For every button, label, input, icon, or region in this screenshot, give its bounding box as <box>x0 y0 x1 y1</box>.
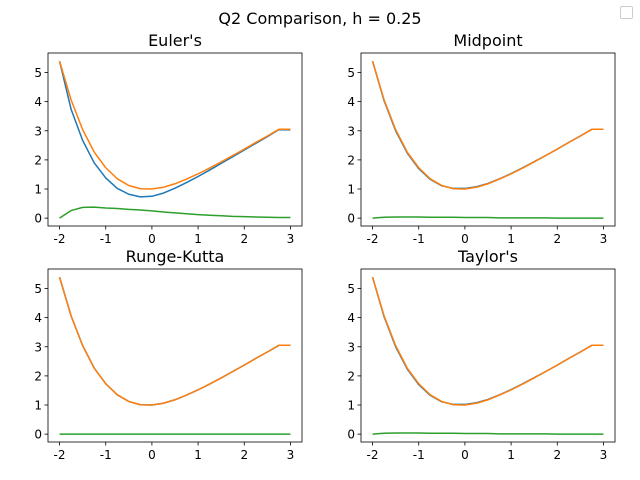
series-line-1-midpoint <box>371 60 604 190</box>
y-tick-label: 1 <box>347 183 355 197</box>
series-line-3-euler-s <box>59 206 291 219</box>
y-tick-label: 4 <box>34 95 42 109</box>
x-tick-label: 3 <box>287 232 295 246</box>
y-tick-label: 2 <box>347 369 355 383</box>
y-tick-label: 5 <box>347 66 355 80</box>
x-tick-label: 0 <box>461 448 469 462</box>
y-tick-label: 0 <box>34 212 42 226</box>
y-tick-label: 3 <box>34 340 42 354</box>
series-line-2-midpoint <box>371 60 604 190</box>
axes-frame-runge-kutta <box>47 268 303 443</box>
subplot-title-midpoint: Midpoint <box>453 31 522 50</box>
subplot-euler-s: Euler's -2 -1 0 1 2 3 0 1 2 3 4 5 <box>34 31 303 246</box>
x-tick-label: 3 <box>600 232 608 246</box>
x-tick-label: 0 <box>148 232 156 246</box>
x-tick-label: 2 <box>553 232 561 246</box>
subplots-grid: Euler's -2 -1 0 1 2 3 0 1 2 3 4 5 Midpoint -2 -1 0 1 2 3 0 1 2… <box>34 31 616 462</box>
y-tick-label: 1 <box>347 399 355 413</box>
x-tick-label: 2 <box>240 448 248 462</box>
series-line-1-taylor-s <box>371 276 604 406</box>
x-tick-label: -1 <box>413 232 425 246</box>
y-tick-label: 3 <box>347 340 355 354</box>
subplot-midpoint: Midpoint -2 -1 0 1 2 3 0 1 2 3 4 5 <box>347 31 616 246</box>
x-tick-label: -2 <box>54 448 66 462</box>
x-tick-label: 3 <box>287 448 295 462</box>
legend-box <box>620 6 633 19</box>
y-tick-label: 4 <box>347 311 355 325</box>
series-line-2-taylor-s <box>371 276 604 406</box>
y-tick-label: 0 <box>347 212 355 226</box>
x-tick-label: -2 <box>367 448 379 462</box>
series-line-2-euler-s <box>58 60 291 190</box>
y-tick-label: 5 <box>34 282 42 296</box>
y-tick-label: 1 <box>34 183 42 197</box>
axes-frame-midpoint <box>360 52 616 227</box>
x-tick-label: -1 <box>100 448 112 462</box>
y-tick-label: 5 <box>347 282 355 296</box>
subplot-title-euler-s: Euler's <box>148 31 202 50</box>
x-tick-label: 2 <box>240 232 248 246</box>
x-tick-label: 0 <box>461 232 469 246</box>
x-tick-label: 1 <box>194 232 202 246</box>
x-tick-label: 3 <box>600 448 608 462</box>
x-tick-label: 0 <box>148 448 156 462</box>
y-tick-label: 5 <box>34 66 42 80</box>
x-tick-label: 1 <box>507 448 515 462</box>
x-tick-label: 2 <box>553 448 561 462</box>
axes-frame-taylor-s <box>360 268 616 443</box>
series-line-3-midpoint <box>372 216 604 219</box>
y-tick-label: 2 <box>347 153 355 167</box>
y-tick-label: 3 <box>347 124 355 138</box>
subplot-title-taylor-s: Taylor's <box>457 247 518 266</box>
y-tick-label: 1 <box>34 399 42 413</box>
x-tick-label: -2 <box>54 232 66 246</box>
y-tick-label: 3 <box>34 124 42 138</box>
x-tick-label: -1 <box>413 448 425 462</box>
series-line-1-runge-kutta <box>58 276 291 406</box>
series-line-1-euler-s <box>58 60 291 198</box>
subplot-runge-kutta: Runge-Kutta -2 -1 0 1 2 3 0 1 2 3 4 5 <box>34 247 303 462</box>
series-line-3-taylor-s <box>372 432 604 435</box>
axes-frame-euler-s <box>47 52 303 227</box>
y-tick-label: 4 <box>347 95 355 109</box>
x-tick-label: 1 <box>507 232 515 246</box>
x-tick-label: -1 <box>100 232 112 246</box>
x-tick-label: -2 <box>367 232 379 246</box>
figure-suptitle: Q2 Comparison, h = 0.25 <box>218 9 421 28</box>
series-line-2-runge-kutta <box>58 276 291 406</box>
y-tick-label: 2 <box>34 369 42 383</box>
subplot-title-runge-kutta: Runge-Kutta <box>126 247 225 266</box>
y-tick-label: 4 <box>34 311 42 325</box>
y-tick-label: 0 <box>34 428 42 442</box>
y-tick-label: 2 <box>34 153 42 167</box>
x-tick-label: 1 <box>194 448 202 462</box>
subplot-taylor-s: Taylor's -2 -1 0 1 2 3 0 1 2 3 4 5 <box>347 247 616 462</box>
y-tick-label: 0 <box>347 428 355 442</box>
